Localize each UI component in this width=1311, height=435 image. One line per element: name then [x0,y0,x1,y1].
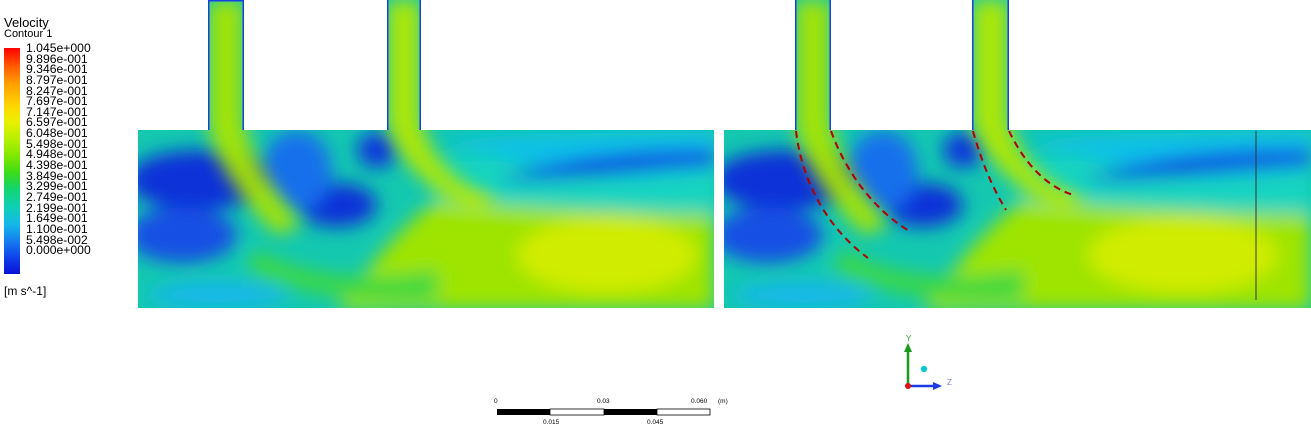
legend-colorbar [4,48,20,274]
legend-tick: 2.749e-001 [26,189,88,204]
scale-label-003: 0.03 [597,398,610,405]
legend-tick: 4.398e-001 [26,158,88,173]
legend-tick: 3.299e-001 [26,179,88,194]
legend-tick: 1.649e-001 [26,211,88,226]
legend-tick: 3.849e-001 [26,168,88,183]
scale-bar: 0 0.03 0.060 (m) 0.015 0.045 [494,398,728,426]
legend-unit: [m s^-1] [4,284,47,298]
contour-plot-left [138,0,714,308]
legend-tick: 4.948e-001 [26,147,88,162]
legend-tick: 6.597e-001 [26,115,88,130]
axis-label-z: Z [947,378,952,387]
legend-tick: 1.100e-001 [26,221,88,236]
legend-tick: 5.498e-002 [26,232,88,247]
legend-subtitle: Contour 1 [4,28,53,40]
legend-tick: 1.045e+000 [26,41,91,55]
legend-tick: 7.697e-001 [26,94,88,109]
legend-tick: 5.498e-001 [26,136,88,151]
scale-unit: (m) [718,398,728,405]
legend-ticks: 1.045e+000 9.896e-001 9.346e-001 8.797e-… [26,41,91,258]
axis-triad: Y Z [904,334,952,390]
streamline-dashes [795,130,1074,259]
scale-label-0: 0 [494,398,498,405]
legend-tick: 7.147e-001 [26,104,88,119]
legend-tick: 9.346e-001 [26,62,88,77]
legend-tick: 2.199e-001 [26,200,88,215]
legend-tick: 0.000e+000 [26,243,91,258]
scale-label-0060: 0.060 [691,398,708,405]
legend-title: Velocity [4,15,49,30]
axis-label-y: Y [906,334,912,343]
contour-plot-right [724,0,1311,308]
legend-tick: 8.247e-001 [26,83,88,98]
legend-tick: 8.797e-001 [26,72,88,87]
legend-tick: 6.048e-001 [26,126,88,141]
velocity-legend: Velocity Contour 1 1.045e+000 9.896e-001… [4,15,136,298]
scale-label-0045: 0.045 [647,419,664,426]
legend-tick: 9.896e-001 [26,51,88,66]
scale-label-0015: 0.015 [543,419,560,426]
